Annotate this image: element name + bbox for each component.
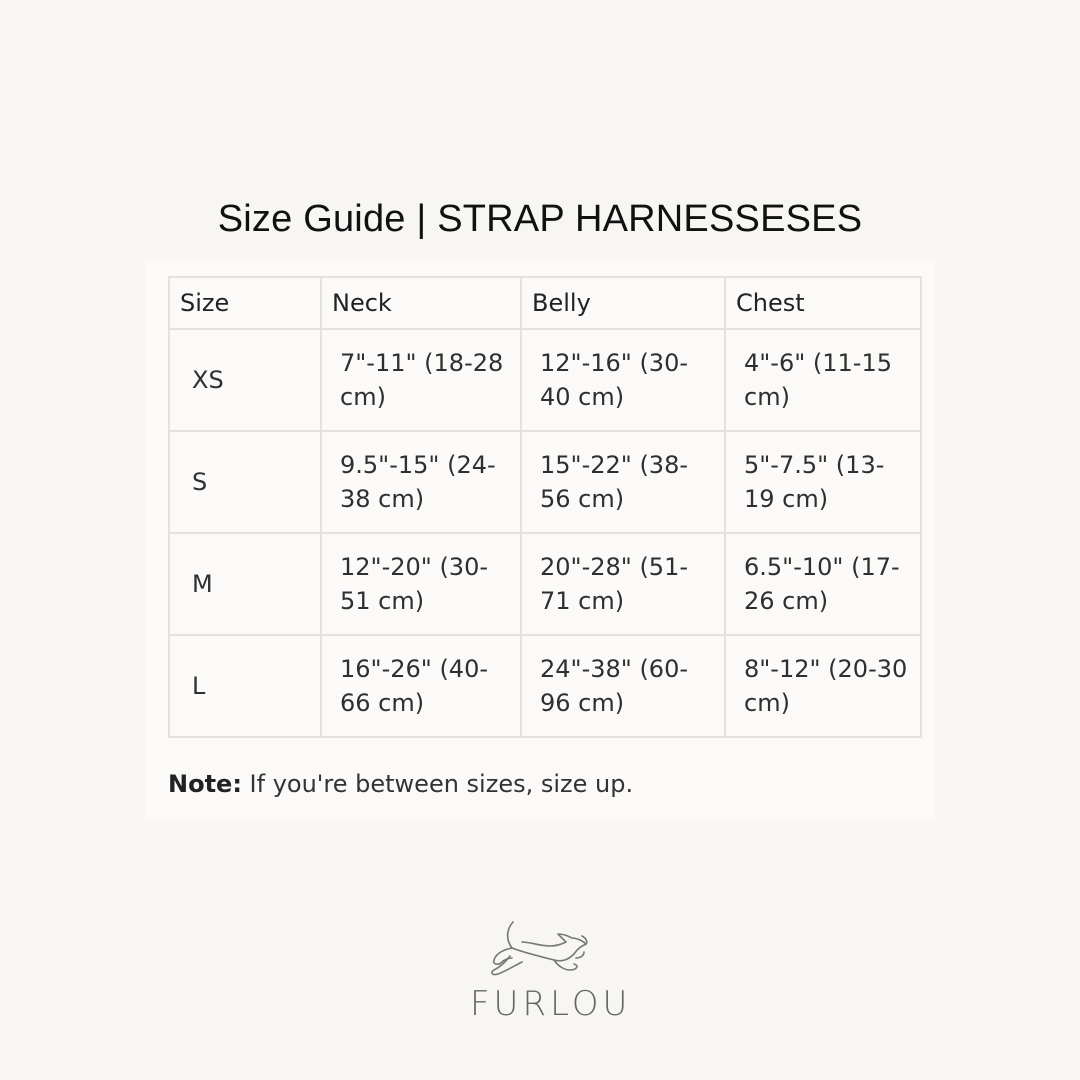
running-dog-icon xyxy=(491,921,588,976)
cell-chest: 8"-12" (20-30 cm) xyxy=(724,634,922,738)
table-row: M 12"-20" (30-51 cm) 20"-28" (51-71 cm) … xyxy=(168,532,922,636)
cell-belly: 20"-28" (51-71 cm) xyxy=(520,532,726,636)
cell-neck: 7"-11" (18-28 cm) xyxy=(320,328,522,432)
cell-belly: 24"-38" (60-96 cm) xyxy=(520,634,726,738)
cell-neck: 9.5"-15" (24-38 cm) xyxy=(320,430,522,534)
size-table: Size Neck Belly Chest XS 7"-11" (18-28 c… xyxy=(168,276,922,738)
table-row: L 16"-26" (40-66 cm) 24"-38" (60-96 cm) … xyxy=(168,634,922,738)
cell-size: S xyxy=(168,430,322,534)
cell-neck: 12"-20" (30-51 cm) xyxy=(320,532,522,636)
table-row: XS 7"-11" (18-28 cm) 12"-16" (30-40 cm) … xyxy=(168,328,922,432)
table-row: S 9.5"-15" (24-38 cm) 15"-22" (38-56 cm)… xyxy=(168,430,922,534)
cell-size: M xyxy=(168,532,322,636)
brand-name: FURLOU xyxy=(470,984,632,1024)
cell-chest: 4"-6" (11-15 cm) xyxy=(724,328,922,432)
cell-neck: 16"-26" (40-66 cm) xyxy=(320,634,522,738)
note: Note: If you're between sizes, size up. xyxy=(168,770,633,798)
table-header-row: Size Neck Belly Chest xyxy=(168,276,922,330)
header-chest: Chest xyxy=(724,276,922,330)
cell-size: XS xyxy=(168,328,322,432)
cell-size: L xyxy=(168,634,322,738)
header-size: Size xyxy=(168,276,322,330)
cell-belly: 12"-16" (30-40 cm) xyxy=(520,328,726,432)
cell-chest: 6.5"-10" (17-26 cm) xyxy=(724,532,922,636)
cell-chest: 5"-7.5" (13-19 cm) xyxy=(724,430,922,534)
page-title: Size Guide | STRAP HARNESSESES xyxy=(217,198,863,240)
header-belly: Belly xyxy=(520,276,726,330)
note-label: Note: xyxy=(168,770,242,798)
cell-belly: 15"-22" (38-56 cm) xyxy=(520,430,726,534)
brand-logo: FURLOU xyxy=(470,912,632,1032)
note-text: If you're between sizes, size up. xyxy=(241,770,634,798)
header-neck: Neck xyxy=(320,276,522,330)
